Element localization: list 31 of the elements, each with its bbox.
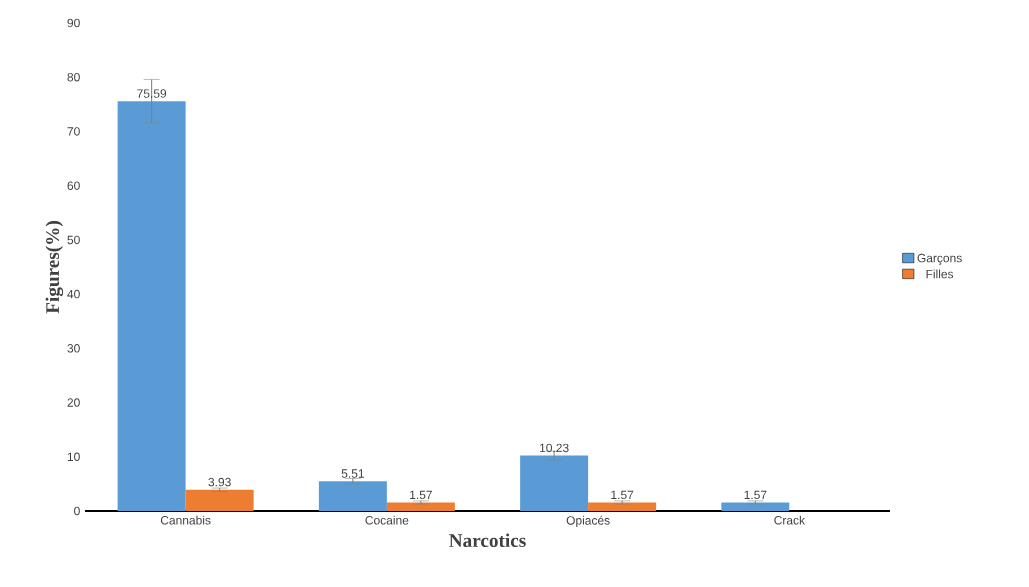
- bar: [588, 502, 657, 511]
- legend-label: Filles: [926, 269, 954, 279]
- data-label: 1.57: [611, 490, 634, 500]
- y-tick-label: 10: [67, 452, 80, 462]
- y-axis-title: Figures(%): [45, 221, 64, 314]
- data-label: 1.57: [744, 490, 767, 500]
- y-tick-label: 20: [67, 398, 80, 407]
- y-tick-label: 80: [67, 72, 80, 82]
- bar: [318, 481, 387, 511]
- x-tick-label: Opiacés: [566, 515, 610, 528]
- y-tick-label: 40: [67, 289, 80, 299]
- y-tick-label: 90: [67, 18, 80, 28]
- bar: [117, 101, 186, 511]
- y-tick-label: 30: [67, 344, 80, 353]
- data-label: 3.93: [208, 477, 231, 487]
- y-tick-label: 50: [67, 235, 80, 245]
- y-tick-label: 60: [67, 181, 80, 190]
- x-axis-title: Narcotics: [449, 533, 526, 548]
- x-tick-label: Crack: [774, 515, 806, 525]
- bar: [185, 489, 254, 511]
- data-label: 1.57: [410, 490, 432, 500]
- x-tick-label: Cocaine: [365, 515, 409, 525]
- bar: [386, 502, 455, 511]
- bar: [520, 455, 589, 511]
- bar: [721, 502, 790, 511]
- y-tick-label: 0: [74, 506, 80, 516]
- y-tick-label: 70: [67, 127, 80, 136]
- data-label: 10.23: [540, 443, 569, 453]
- data-label: 5.51: [341, 469, 364, 478]
- x-tick-label: Cannabis: [160, 515, 211, 525]
- legend-label: Garçons: [917, 253, 962, 265]
